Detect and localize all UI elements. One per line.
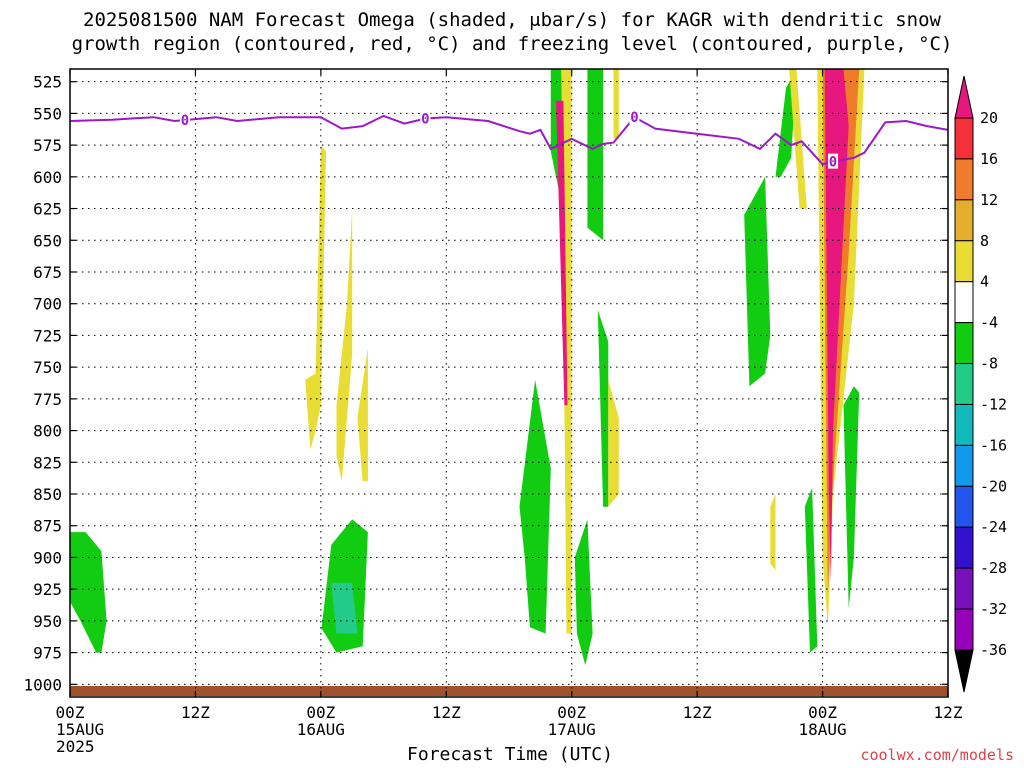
colorbar-bin-4	[954, 281, 974, 324]
source-credit[interactable]: coolwx.com/models	[860, 746, 1014, 764]
x-tick-label-36-1: 12Z	[432, 703, 461, 722]
freezing-level-label-2: 0	[630, 110, 638, 126]
colorbar-bin-1	[954, 158, 974, 201]
omega-region-22	[824, 69, 849, 583]
colorbar-bin-10	[954, 526, 974, 569]
y-tick-label-825: 825	[33, 453, 62, 472]
freezing-label-bg-2	[629, 109, 640, 125]
x-tick-label-48-1: 00Z	[557, 703, 586, 722]
omega-region-13	[597, 310, 609, 507]
omega-region-6	[519, 379, 551, 634]
colorbar-bin-12	[954, 608, 974, 651]
colorbar-bin-0	[954, 117, 974, 160]
colorbar-label-9: -20	[980, 477, 1007, 495]
colorbar-bin-6	[954, 363, 974, 405]
y-tick-label-775: 775	[33, 390, 62, 409]
x-tick-label-60-1: 12Z	[683, 703, 712, 722]
y-tick-label-725: 725	[33, 326, 62, 345]
colorbar-label-10: -24	[980, 518, 1007, 536]
colorbar-label-4: 4	[980, 273, 989, 291]
x-tick-label-12-1: 12Z	[181, 703, 210, 722]
freezing-level-line	[69, 114, 949, 166]
y-tick-label-625: 625	[33, 200, 62, 219]
omega-region-19	[804, 487, 818, 653]
freezing-label-bg-1	[420, 110, 431, 126]
colorbar-label-3: 8	[980, 232, 989, 250]
omega-region-10	[587, 69, 604, 241]
x-tick-label-84-1: 12Z	[934, 703, 963, 722]
colorbar-bin-7	[954, 403, 974, 446]
colorbar-bin-3	[954, 240, 974, 283]
y-tick-label-800: 800	[33, 422, 62, 441]
colorbar-label-7: -12	[980, 395, 1007, 413]
x-tick-label-72-1: 00Z	[808, 703, 837, 722]
colorbar-bin-11	[954, 567, 974, 610]
freezing-level-label-3: 0	[829, 155, 837, 171]
y-tick-label-950: 950	[33, 612, 62, 631]
omega-region-4	[336, 208, 353, 482]
y-tick-label-650: 650	[33, 231, 62, 250]
omega-region-23	[843, 386, 860, 609]
colorbar-label-5: -4	[980, 314, 998, 332]
colorbar-label-2: 12	[980, 191, 998, 209]
y-tick-label-675: 675	[33, 263, 62, 282]
omega-region-12	[613, 69, 619, 139]
omega-region-3	[305, 145, 327, 450]
omega-region-2	[331, 582, 358, 634]
y-tick-label-925: 925	[33, 580, 62, 599]
x-axis-label: Forecast Time (UTC)	[407, 744, 613, 765]
plot-frame	[69, 68, 949, 698]
x-tick-label-0-3: 2025	[56, 737, 95, 756]
y-tick-label-700: 700	[33, 295, 62, 314]
omega-region-17	[789, 69, 807, 209]
colorbar-label-11: -28	[980, 559, 1007, 577]
freezing-level-label-0: 0	[181, 113, 189, 129]
y-tick-label-600: 600	[33, 168, 62, 187]
y-tick-label-900: 900	[33, 548, 62, 567]
omega-region-15	[744, 176, 771, 387]
x-tick-label-24-1: 00Z	[306, 703, 335, 722]
colorbar-label-12: -32	[980, 600, 1007, 618]
x-tick-label-0-2: 15AUG	[56, 720, 104, 739]
y-tick-label-525: 525	[33, 73, 62, 92]
freezing-label-bg-3	[828, 153, 839, 169]
chart-title-line1: 2025081500 NAM Forecast Omega (shaded, μ…	[83, 9, 941, 31]
y-tick-label-975: 975	[33, 644, 62, 663]
colorbar-label-8: -16	[980, 436, 1007, 454]
colorbar-bottom-triangle	[954, 649, 974, 693]
y-tick-label-550: 550	[33, 104, 62, 123]
y-tick-label-850: 850	[33, 485, 62, 504]
omega-region-14	[608, 379, 619, 507]
x-tick-label-72-2: 18AUG	[798, 720, 846, 739]
ground-surface	[70, 686, 948, 696]
colorbar-bin-2	[954, 199, 974, 242]
colorbar-label-1: 16	[980, 150, 998, 168]
colorbar-bin-9	[954, 485, 974, 528]
colorbar-label-13: -36	[980, 641, 1007, 659]
colorbar-label-6: -8	[980, 355, 998, 373]
y-tick-label-1000: 1000	[23, 675, 62, 694]
colorbar-bin-8	[954, 444, 974, 487]
omega-region-11	[574, 519, 593, 666]
y-tick-label-875: 875	[33, 517, 62, 536]
omega-region-9	[556, 100, 568, 406]
omega-region-0	[70, 532, 107, 653]
colorbar-top-triangle	[954, 75, 974, 119]
freezing-level-label-1: 0	[421, 111, 429, 127]
chart-title-line2: growth region (contoured, red, °C) and f…	[71, 33, 953, 55]
omega-region-5	[357, 348, 368, 482]
y-tick-label-750: 750	[33, 358, 62, 377]
omega-region-18	[770, 494, 776, 571]
x-tick-label-48-2: 17AUG	[548, 720, 596, 739]
x-tick-label-0-1: 00Z	[56, 703, 85, 722]
colorbar-label-0: 20	[980, 109, 998, 127]
freezing-label-bg-0	[179, 112, 190, 128]
colorbar-bin-5	[954, 322, 974, 365]
x-tick-label-24-2: 16AUG	[297, 720, 345, 739]
y-tick-label-575: 575	[33, 136, 62, 155]
